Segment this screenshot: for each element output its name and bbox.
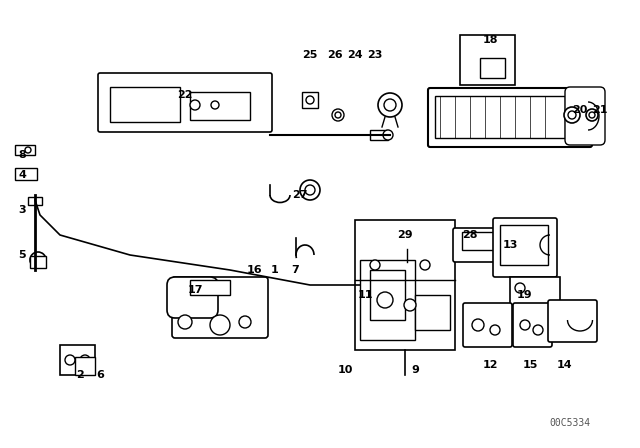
FancyBboxPatch shape — [428, 88, 592, 147]
Bar — [60, 345, 95, 375]
Circle shape — [568, 111, 576, 119]
Circle shape — [472, 319, 484, 331]
Circle shape — [30, 252, 46, 268]
Circle shape — [400, 235, 414, 249]
Circle shape — [370, 260, 380, 270]
Circle shape — [564, 107, 580, 123]
Text: 20: 20 — [572, 105, 588, 115]
FancyBboxPatch shape — [167, 277, 218, 318]
Bar — [500, 225, 548, 265]
Text: 28: 28 — [462, 230, 477, 240]
Text: 6: 6 — [96, 370, 104, 380]
Bar — [110, 87, 180, 122]
Circle shape — [404, 239, 410, 245]
Text: 00C5334: 00C5334 — [549, 418, 590, 428]
Text: 22: 22 — [177, 90, 193, 100]
FancyBboxPatch shape — [565, 87, 605, 145]
Text: 24: 24 — [347, 50, 363, 60]
FancyBboxPatch shape — [453, 228, 512, 262]
Text: 23: 23 — [367, 50, 383, 60]
FancyBboxPatch shape — [513, 303, 552, 347]
Text: 14: 14 — [557, 360, 573, 370]
Circle shape — [300, 180, 320, 200]
Circle shape — [178, 315, 192, 329]
Text: 10: 10 — [337, 365, 353, 375]
Text: 5: 5 — [18, 250, 26, 260]
Bar — [510, 277, 560, 305]
Text: 16: 16 — [247, 265, 263, 275]
Bar — [15, 168, 37, 180]
Circle shape — [211, 101, 219, 109]
Bar — [460, 35, 515, 85]
Text: 9: 9 — [411, 365, 419, 375]
Circle shape — [378, 93, 402, 117]
Text: 1: 1 — [271, 265, 279, 275]
Text: 26: 26 — [327, 50, 343, 60]
Bar — [302, 92, 318, 108]
Circle shape — [306, 96, 314, 104]
Circle shape — [25, 147, 31, 153]
Bar — [75, 357, 95, 375]
Bar — [355, 220, 455, 350]
FancyBboxPatch shape — [463, 303, 512, 347]
Circle shape — [210, 315, 230, 335]
Circle shape — [384, 99, 396, 111]
Text: 4: 4 — [18, 170, 26, 180]
Circle shape — [65, 355, 75, 365]
FancyBboxPatch shape — [98, 73, 272, 132]
Text: 27: 27 — [292, 190, 308, 200]
Bar — [462, 232, 502, 250]
Circle shape — [305, 185, 315, 195]
Circle shape — [586, 109, 598, 121]
Circle shape — [80, 355, 90, 365]
Bar — [190, 92, 250, 120]
Bar — [480, 58, 505, 78]
Bar — [435, 96, 565, 138]
Circle shape — [520, 320, 530, 330]
Text: 15: 15 — [522, 360, 538, 370]
Text: 17: 17 — [188, 285, 203, 295]
Circle shape — [404, 299, 416, 311]
Circle shape — [335, 112, 341, 118]
Circle shape — [190, 100, 200, 110]
Bar — [28, 197, 42, 205]
Text: 25: 25 — [302, 50, 317, 60]
Text: 8: 8 — [18, 150, 26, 160]
Text: 11: 11 — [357, 290, 372, 300]
Bar — [360, 260, 415, 340]
Circle shape — [589, 112, 595, 118]
Text: 13: 13 — [502, 240, 518, 250]
Circle shape — [515, 283, 525, 293]
Circle shape — [490, 325, 500, 335]
Bar — [415, 295, 450, 330]
Bar — [190, 280, 230, 295]
Circle shape — [377, 292, 393, 308]
Text: 21: 21 — [592, 105, 608, 115]
Circle shape — [332, 109, 344, 121]
Circle shape — [420, 260, 430, 270]
Text: 12: 12 — [483, 360, 498, 370]
Text: 3: 3 — [18, 205, 26, 215]
FancyBboxPatch shape — [493, 218, 557, 277]
Text: 2: 2 — [76, 370, 84, 380]
Text: 7: 7 — [291, 265, 299, 275]
Text: 19: 19 — [517, 290, 533, 300]
Text: 18: 18 — [483, 35, 498, 45]
Circle shape — [533, 325, 543, 335]
Bar — [370, 270, 405, 320]
FancyBboxPatch shape — [172, 277, 268, 338]
Circle shape — [239, 316, 251, 328]
Bar — [15, 145, 35, 155]
Bar — [370, 130, 388, 140]
Circle shape — [383, 130, 393, 140]
Bar — [30, 256, 46, 268]
Text: 29: 29 — [397, 230, 413, 240]
FancyBboxPatch shape — [548, 300, 597, 342]
